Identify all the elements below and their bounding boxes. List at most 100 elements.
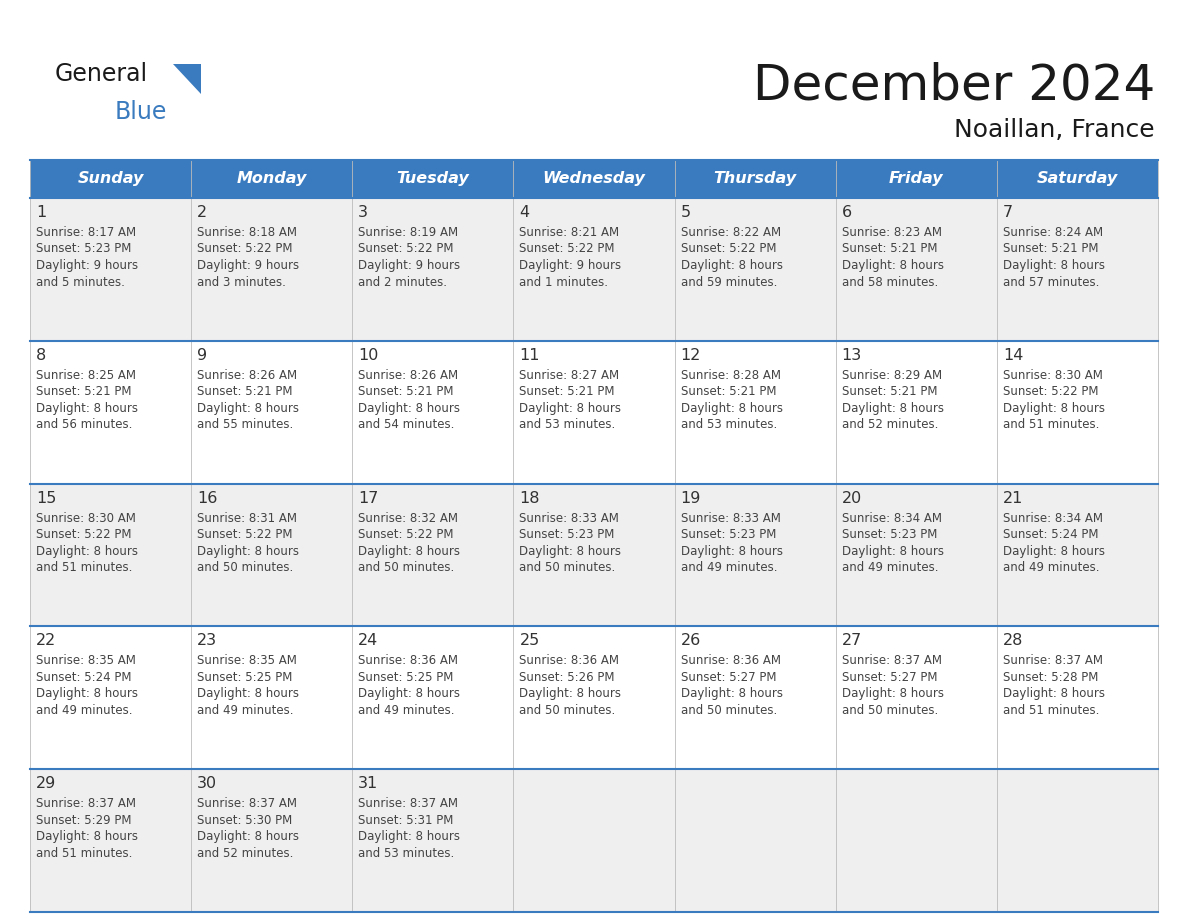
Text: and 51 minutes.: and 51 minutes. — [1003, 704, 1099, 717]
Text: Daylight: 8 hours: Daylight: 8 hours — [197, 830, 299, 844]
Text: Daylight: 8 hours: Daylight: 8 hours — [197, 402, 299, 415]
Text: 17: 17 — [359, 490, 379, 506]
Text: Sunrise: 8:36 AM: Sunrise: 8:36 AM — [519, 655, 619, 667]
Text: 8: 8 — [36, 348, 46, 363]
Text: Sunrise: 8:32 AM: Sunrise: 8:32 AM — [359, 511, 459, 524]
Text: 27: 27 — [842, 633, 862, 648]
Bar — [353, 160, 513, 198]
Text: 14: 14 — [1003, 348, 1023, 363]
Text: Sunset: 5:22 PM: Sunset: 5:22 PM — [36, 528, 132, 541]
Text: and 5 minutes.: and 5 minutes. — [36, 275, 125, 288]
Bar — [30, 160, 191, 198]
Text: 22: 22 — [36, 633, 56, 648]
Text: Daylight: 8 hours: Daylight: 8 hours — [519, 544, 621, 557]
Text: 30: 30 — [197, 777, 217, 791]
Text: Thursday: Thursday — [714, 172, 797, 186]
Text: Sunset: 5:28 PM: Sunset: 5:28 PM — [1003, 671, 1098, 684]
Text: Sunrise: 8:30 AM: Sunrise: 8:30 AM — [36, 511, 135, 524]
Text: Sunset: 5:23 PM: Sunset: 5:23 PM — [681, 528, 776, 541]
Text: Sunset: 5:23 PM: Sunset: 5:23 PM — [519, 528, 615, 541]
Text: 13: 13 — [842, 348, 862, 363]
Text: Sunset: 5:21 PM: Sunset: 5:21 PM — [36, 386, 132, 398]
Text: 18: 18 — [519, 490, 539, 506]
Text: and 50 minutes.: and 50 minutes. — [519, 561, 615, 574]
Text: Sunrise: 8:37 AM: Sunrise: 8:37 AM — [842, 655, 942, 667]
Text: Sunset: 5:22 PM: Sunset: 5:22 PM — [681, 242, 776, 255]
Text: Sunset: 5:22 PM: Sunset: 5:22 PM — [197, 242, 292, 255]
Text: Daylight: 8 hours: Daylight: 8 hours — [681, 402, 783, 415]
Bar — [513, 160, 675, 198]
Text: Sunrise: 8:36 AM: Sunrise: 8:36 AM — [681, 655, 781, 667]
Text: 3: 3 — [359, 205, 368, 220]
Text: Sunset: 5:21 PM: Sunset: 5:21 PM — [681, 386, 776, 398]
Text: 31: 31 — [359, 777, 379, 791]
Text: and 50 minutes.: and 50 minutes. — [681, 704, 777, 717]
Text: 1: 1 — [36, 205, 46, 220]
Bar — [997, 160, 1158, 198]
Text: Sunset: 5:30 PM: Sunset: 5:30 PM — [197, 813, 292, 827]
Text: Sunrise: 8:17 AM: Sunrise: 8:17 AM — [36, 226, 137, 239]
Text: Sunrise: 8:37 AM: Sunrise: 8:37 AM — [36, 797, 135, 811]
Text: Daylight: 9 hours: Daylight: 9 hours — [36, 259, 138, 272]
Text: 28: 28 — [1003, 633, 1023, 648]
Text: and 58 minutes.: and 58 minutes. — [842, 275, 939, 288]
Text: Sunset: 5:23 PM: Sunset: 5:23 PM — [842, 528, 937, 541]
Text: 24: 24 — [359, 633, 379, 648]
Text: Sunrise: 8:31 AM: Sunrise: 8:31 AM — [197, 511, 297, 524]
Text: Sunset: 5:22 PM: Sunset: 5:22 PM — [197, 528, 292, 541]
Text: Daylight: 8 hours: Daylight: 8 hours — [1003, 544, 1105, 557]
Text: and 49 minutes.: and 49 minutes. — [842, 561, 939, 574]
Text: December 2024: December 2024 — [753, 62, 1155, 110]
Text: 6: 6 — [842, 205, 852, 220]
Text: Sunset: 5:27 PM: Sunset: 5:27 PM — [681, 671, 776, 684]
Text: Daylight: 8 hours: Daylight: 8 hours — [36, 402, 138, 415]
Text: and 53 minutes.: and 53 minutes. — [359, 846, 455, 859]
Text: Daylight: 8 hours: Daylight: 8 hours — [842, 688, 943, 700]
Text: Sunrise: 8:18 AM: Sunrise: 8:18 AM — [197, 226, 297, 239]
Text: Sunset: 5:22 PM: Sunset: 5:22 PM — [359, 242, 454, 255]
Text: 15: 15 — [36, 490, 56, 506]
Text: Daylight: 8 hours: Daylight: 8 hours — [359, 544, 460, 557]
Text: Sunday: Sunday — [77, 172, 144, 186]
Text: 26: 26 — [681, 633, 701, 648]
Text: and 50 minutes.: and 50 minutes. — [519, 704, 615, 717]
Text: Daylight: 8 hours: Daylight: 8 hours — [359, 830, 460, 844]
Text: and 49 minutes.: and 49 minutes. — [197, 704, 293, 717]
Text: 2: 2 — [197, 205, 207, 220]
Text: and 49 minutes.: and 49 minutes. — [1003, 561, 1099, 574]
Text: Wednesday: Wednesday — [543, 172, 645, 186]
Text: 9: 9 — [197, 348, 207, 363]
Text: Daylight: 8 hours: Daylight: 8 hours — [842, 544, 943, 557]
Text: Sunset: 5:24 PM: Sunset: 5:24 PM — [1003, 528, 1099, 541]
Text: and 50 minutes.: and 50 minutes. — [842, 704, 939, 717]
Text: 23: 23 — [197, 633, 217, 648]
Text: and 53 minutes.: and 53 minutes. — [519, 419, 615, 431]
Text: Sunset: 5:25 PM: Sunset: 5:25 PM — [197, 671, 292, 684]
Text: Sunset: 5:21 PM: Sunset: 5:21 PM — [1003, 242, 1099, 255]
Text: Daylight: 8 hours: Daylight: 8 hours — [359, 402, 460, 415]
Text: Daylight: 8 hours: Daylight: 8 hours — [681, 544, 783, 557]
Text: Monday: Monday — [236, 172, 307, 186]
Text: and 51 minutes.: and 51 minutes. — [1003, 419, 1099, 431]
Text: Sunset: 5:31 PM: Sunset: 5:31 PM — [359, 813, 454, 827]
Text: 5: 5 — [681, 205, 690, 220]
Text: Sunrise: 8:35 AM: Sunrise: 8:35 AM — [197, 655, 297, 667]
Text: Daylight: 9 hours: Daylight: 9 hours — [519, 259, 621, 272]
Text: Sunrise: 8:25 AM: Sunrise: 8:25 AM — [36, 369, 135, 382]
Bar — [675, 160, 835, 198]
Text: 29: 29 — [36, 777, 56, 791]
Text: Sunrise: 8:26 AM: Sunrise: 8:26 AM — [359, 369, 459, 382]
Text: and 59 minutes.: and 59 minutes. — [681, 275, 777, 288]
Polygon shape — [173, 64, 201, 94]
Text: Sunrise: 8:28 AM: Sunrise: 8:28 AM — [681, 369, 781, 382]
Text: Daylight: 8 hours: Daylight: 8 hours — [681, 688, 783, 700]
Text: and 51 minutes.: and 51 minutes. — [36, 846, 132, 859]
Text: Sunrise: 8:30 AM: Sunrise: 8:30 AM — [1003, 369, 1102, 382]
Text: Sunrise: 8:35 AM: Sunrise: 8:35 AM — [36, 655, 135, 667]
Text: and 52 minutes.: and 52 minutes. — [842, 419, 939, 431]
Text: and 50 minutes.: and 50 minutes. — [197, 561, 293, 574]
Text: Daylight: 8 hours: Daylight: 8 hours — [359, 688, 460, 700]
Text: and 2 minutes.: and 2 minutes. — [359, 275, 448, 288]
Bar — [30, 484, 1158, 626]
Text: Sunset: 5:22 PM: Sunset: 5:22 PM — [359, 528, 454, 541]
